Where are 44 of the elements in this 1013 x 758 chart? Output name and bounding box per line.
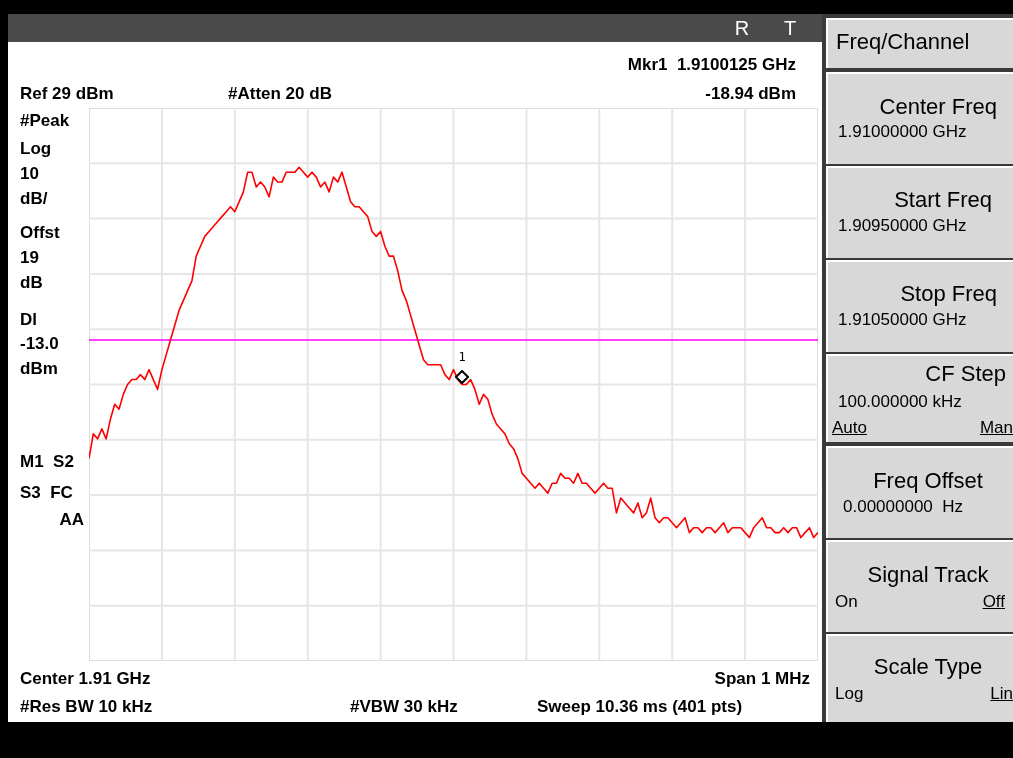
text: #VBW 30 kHz bbox=[350, 697, 458, 717]
text: Signal Track bbox=[867, 562, 989, 587]
text: -13.0 bbox=[20, 334, 59, 354]
text: dB/ bbox=[20, 189, 48, 209]
text: Lin bbox=[990, 684, 1013, 704]
text: R bbox=[734, 17, 750, 39]
text: Mkr1 1.9100125 GHz bbox=[627, 55, 796, 75]
annotation: 1 bbox=[458, 348, 466, 366]
text: Dl bbox=[20, 310, 37, 330]
text: CF Step bbox=[925, 361, 1006, 386]
text: AA bbox=[59, 510, 84, 530]
text: 1.90950000 GHz bbox=[838, 216, 967, 236]
text: Off bbox=[982, 592, 1005, 612]
text: 100.000000 kHz bbox=[838, 392, 962, 412]
text: Freq/Channel bbox=[836, 29, 970, 54]
text: #Res BW 10 kHz bbox=[20, 697, 153, 717]
text: On bbox=[835, 592, 858, 612]
text: dB bbox=[20, 273, 43, 293]
text: Start Freq bbox=[894, 187, 992, 212]
text: 1.91050000 GHz bbox=[838, 310, 967, 330]
text: Span 1 MHz bbox=[714, 669, 810, 689]
text: Ref 29 dBm bbox=[20, 84, 114, 104]
text: dBm bbox=[20, 359, 58, 379]
text: 10 bbox=[20, 164, 39, 184]
text: T bbox=[783, 17, 797, 39]
text: M1 S2 bbox=[20, 452, 74, 472]
text: Sweep 10.36 ms (401 pts) bbox=[537, 697, 743, 717]
text: Log bbox=[835, 684, 864, 704]
text: -18.94 dBm bbox=[705, 84, 796, 104]
text: 0.00000000 Hz bbox=[843, 497, 964, 517]
text: #Atten 20 dB bbox=[228, 84, 332, 104]
text: Man bbox=[979, 418, 1013, 438]
text: Auto bbox=[832, 418, 867, 438]
text: Stop Freq bbox=[900, 281, 997, 306]
text: Freq Offset bbox=[873, 468, 983, 493]
text: #Peak bbox=[20, 111, 70, 131]
text: Center Freq bbox=[879, 94, 997, 119]
text: 1.91000000 GHz bbox=[838, 122, 967, 142]
text: Offst bbox=[20, 223, 60, 243]
text: Log bbox=[20, 139, 52, 159]
text: S3 FC bbox=[20, 483, 73, 503]
text: Center 1.91 GHz bbox=[20, 669, 151, 689]
text: 19 bbox=[20, 248, 39, 268]
text: Scale Type bbox=[873, 654, 983, 679]
